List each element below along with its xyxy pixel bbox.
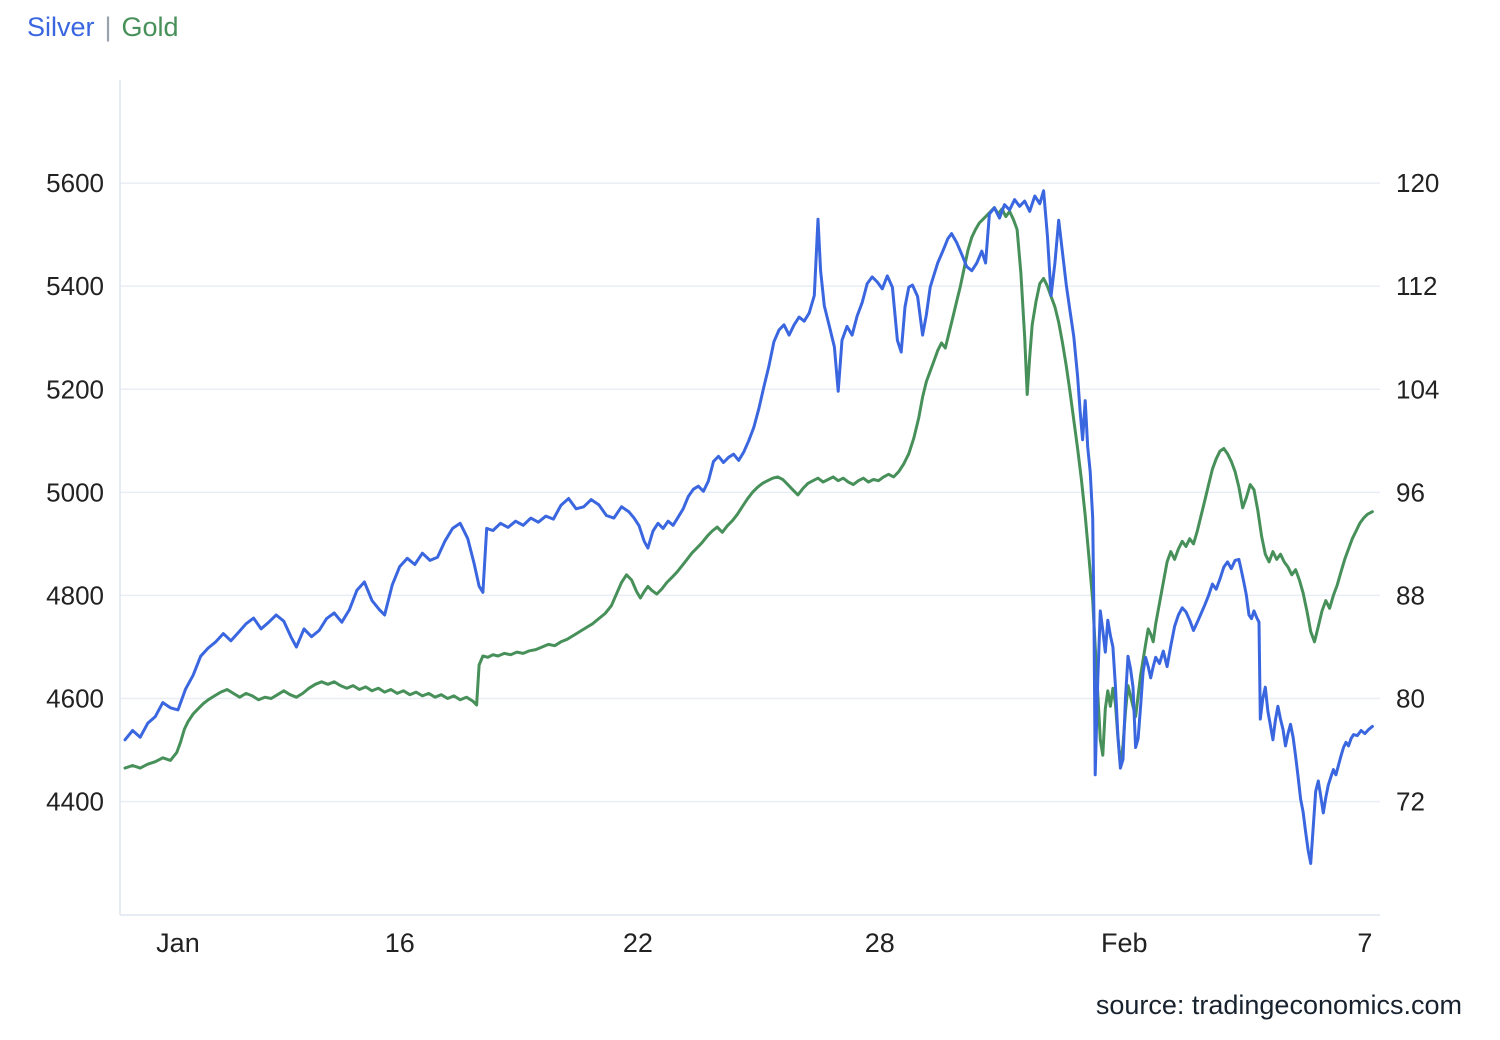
left-axis-tick-label: 4800 bbox=[46, 580, 104, 610]
left-axis-tick-label: 5000 bbox=[46, 477, 104, 507]
x-axis-tick-label: 16 bbox=[385, 928, 415, 958]
right-axis-tick-label: 104 bbox=[1396, 374, 1439, 404]
right-axis-tick-label: 96 bbox=[1396, 477, 1425, 507]
x-axis-tick-label: 7 bbox=[1357, 928, 1372, 958]
legend-separator: | bbox=[104, 12, 112, 42]
right-axis-tick-label: 80 bbox=[1396, 684, 1425, 714]
legend-item-gold[interactable]: Gold bbox=[121, 12, 179, 42]
left-axis-tick-label: 4400 bbox=[46, 787, 104, 817]
left-axis-tick-label: 5400 bbox=[46, 271, 104, 301]
x-axis-tick-label: 22 bbox=[623, 928, 653, 958]
x-axis-tick-label: Feb bbox=[1101, 928, 1148, 958]
right-axis-tick-label: 88 bbox=[1396, 580, 1425, 610]
right-axis-tick-label: 120 bbox=[1396, 168, 1439, 198]
silver-series-line bbox=[123, 189, 1374, 865]
gold-series-line bbox=[123, 206, 1374, 770]
legend-item-silver[interactable]: Silver bbox=[27, 12, 95, 42]
left-axis-tick-label: 4600 bbox=[46, 684, 104, 714]
chart-legend: Silver | Gold bbox=[27, 10, 179, 44]
source-attribution[interactable]: source: tradingeconomics.com bbox=[1095, 990, 1462, 1020]
x-axis-tick-label: 28 bbox=[865, 928, 895, 958]
x-axis-tick-label: Jan bbox=[156, 928, 200, 958]
left-axis-tick-label: 5200 bbox=[46, 374, 104, 404]
right-axis-tick-label: 112 bbox=[1396, 271, 1437, 301]
price-line-chart[interactable]: 4400 72 4600 80 4800 88 5000 96 5200 104 5400 112 56… bbox=[0, 0, 1500, 975]
right-axis-tick-label: 72 bbox=[1396, 787, 1425, 817]
left-axis-tick-label: 5600 bbox=[46, 168, 104, 198]
